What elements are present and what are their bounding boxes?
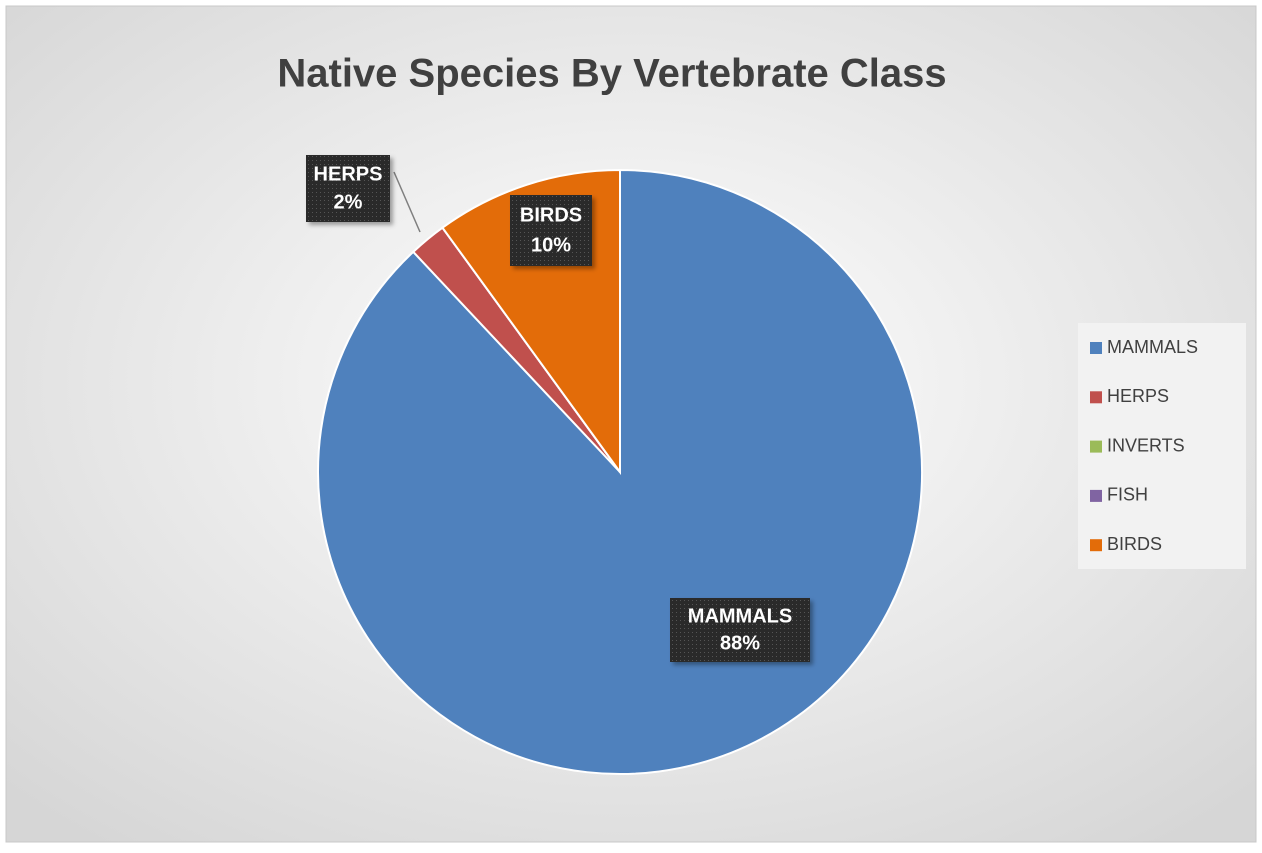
data-label-box	[670, 598, 810, 662]
data-label-category: HERPS	[314, 163, 383, 185]
legend-label: MAMMALS	[1107, 337, 1198, 357]
legend-swatch	[1090, 489, 1102, 502]
data-label-category: MAMMALS	[688, 605, 792, 627]
data-label-box	[510, 195, 592, 266]
data-label-category: BIRDS	[520, 205, 582, 227]
data-label-box	[306, 155, 390, 222]
legend-label: BIRDS	[1107, 534, 1162, 554]
legend-swatch	[1090, 539, 1102, 552]
legend-swatch	[1090, 440, 1102, 453]
legend-label: INVERTS	[1107, 435, 1185, 455]
leader-line	[393, 171, 421, 233]
legend-label: FISH	[1107, 485, 1148, 505]
legend-swatch	[1090, 342, 1102, 354]
chart-title: Native Species By Vertebrate Class	[277, 52, 946, 96]
legend-box	[1078, 323, 1246, 569]
legend-label: HERPS	[1107, 386, 1169, 406]
data-label-value: 10%	[531, 234, 571, 256]
data-label-value: 88%	[720, 632, 760, 654]
data-label-value: 2%	[334, 192, 363, 214]
legend-swatch	[1090, 391, 1102, 404]
